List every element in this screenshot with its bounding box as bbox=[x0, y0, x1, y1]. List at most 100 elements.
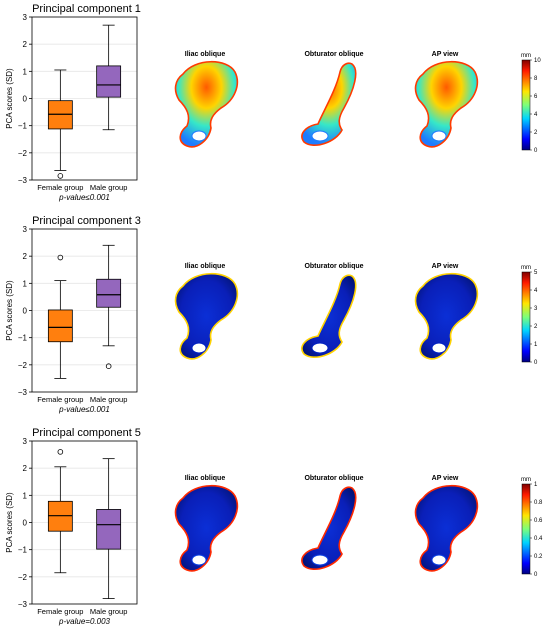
p-value-label: p-value≤0.001 bbox=[58, 405, 110, 414]
pelvis-bone bbox=[414, 273, 479, 360]
colorbar-tick-label: 10 bbox=[534, 58, 541, 64]
colorbar-tick-label: 2 bbox=[534, 130, 538, 136]
axes-frame bbox=[31, 16, 138, 181]
pelvis-bone bbox=[301, 62, 357, 146]
x-tick-label: Female group bbox=[37, 395, 83, 404]
obturator-foramen bbox=[431, 554, 447, 566]
box-iqr bbox=[47, 309, 73, 343]
view-title: Obturator oblique bbox=[304, 51, 363, 58]
colorbar-tick-label: 3 bbox=[534, 306, 538, 312]
x-tick-label: Female group bbox=[37, 607, 83, 616]
obturator-foramen bbox=[191, 342, 207, 354]
panel-title: Principal component 5 bbox=[32, 427, 141, 439]
colorbar-tick-label: 4 bbox=[534, 112, 538, 118]
pelvis-view-iliac-oblique: Iliac oblique bbox=[174, 475, 239, 572]
colorbar-tick-label: 1 bbox=[534, 342, 538, 348]
pelvis-bone bbox=[174, 485, 239, 572]
colorbar-tick-label: 1 bbox=[534, 482, 538, 488]
y-tick-label: −1 bbox=[18, 334, 28, 343]
y-tick-label: −3 bbox=[18, 176, 28, 185]
outlier-point bbox=[57, 449, 64, 455]
colorbar-gradient bbox=[521, 271, 531, 363]
box-male-group bbox=[96, 458, 122, 599]
pelvis-view-obturator-oblique: Obturator oblique bbox=[301, 263, 364, 358]
box-iqr bbox=[96, 278, 122, 308]
pelvis-bone bbox=[174, 273, 239, 360]
pelvis-view-obturator-oblique: Obturator oblique bbox=[301, 475, 364, 570]
obturator-foramen bbox=[311, 130, 329, 142]
panel-2: Principal component 3 3 2 1 0 −1 −2 −3 PCA score… bbox=[5, 215, 538, 414]
colorbar-tick-label: 8 bbox=[534, 76, 538, 82]
pelvis-view-obturator-oblique: Obturator oblique bbox=[301, 51, 364, 146]
pelvis-bone bbox=[174, 61, 239, 148]
y-tick-label: 3 bbox=[23, 13, 28, 22]
view-title: Obturator oblique bbox=[304, 475, 363, 482]
p-value-label: p-value≤0.001 bbox=[58, 193, 110, 202]
box-iqr bbox=[96, 65, 122, 98]
y-tick-label: 2 bbox=[23, 252, 28, 261]
x-tick-label: Male group bbox=[90, 183, 128, 192]
y-tick-label: 0 bbox=[23, 519, 28, 528]
view-title: AP view bbox=[432, 51, 459, 58]
colorbar-tick-label: 0 bbox=[534, 572, 538, 578]
outlier-point bbox=[57, 254, 64, 261]
pelvis-bone bbox=[414, 485, 479, 572]
axes-frame bbox=[31, 440, 138, 605]
obturator-foramen bbox=[431, 130, 447, 142]
colorbar-tick-label: 0.8 bbox=[534, 500, 543, 506]
colorbar-tick-label: 2 bbox=[534, 324, 538, 330]
pelvis-view-ap-view: AP view bbox=[414, 51, 479, 148]
pelvis-view-iliac-oblique: Iliac oblique bbox=[174, 51, 239, 148]
colorbar: mm5 4 3 2 1 0 bbox=[521, 265, 538, 366]
colorbar-tick-label: 5 bbox=[534, 270, 538, 276]
panel-title: Principal component 1 bbox=[32, 3, 141, 15]
colorbar-tick-label: 0.4 bbox=[534, 536, 543, 542]
box-male-group bbox=[96, 244, 122, 369]
pelvis-bone bbox=[301, 486, 357, 570]
x-tick-label: Female group bbox=[37, 183, 83, 192]
box-iqr bbox=[96, 509, 122, 550]
y-tick-label: −1 bbox=[18, 122, 28, 131]
obturator-foramen bbox=[431, 342, 447, 354]
y-tick-label: 0 bbox=[23, 307, 28, 316]
colorbar-tick-label: 6 bbox=[534, 94, 538, 100]
panel-title: Principal component 3 bbox=[32, 215, 141, 227]
view-title: AP view bbox=[432, 263, 459, 270]
box-female-group bbox=[47, 69, 73, 179]
x-tick-label: Male group bbox=[90, 395, 128, 404]
obturator-foramen bbox=[311, 554, 329, 566]
y-tick-label: 1 bbox=[23, 491, 28, 500]
colorbar-tick-label: 0.6 bbox=[534, 518, 543, 524]
view-title: Iliac oblique bbox=[185, 263, 226, 270]
y-tick-label: −2 bbox=[18, 149, 28, 158]
colorbar-unit-label: mm bbox=[521, 53, 531, 59]
y-tick-label: −2 bbox=[18, 361, 28, 370]
y-tick-label: 0 bbox=[23, 95, 28, 104]
box-female-group bbox=[47, 449, 73, 574]
y-tick-label: 2 bbox=[23, 40, 28, 49]
y-tick-label: −1 bbox=[18, 546, 28, 555]
obturator-foramen bbox=[191, 130, 207, 142]
pelvis-bone bbox=[414, 61, 479, 148]
view-title: Obturator oblique bbox=[304, 263, 363, 270]
view-title: AP view bbox=[432, 475, 459, 482]
y-tick-label: −2 bbox=[18, 573, 28, 582]
y-tick-label: −3 bbox=[18, 600, 28, 609]
colorbar-gradient bbox=[521, 483, 531, 575]
colorbar-tick-label: 0 bbox=[534, 148, 538, 154]
y-tick-label: 3 bbox=[23, 225, 28, 234]
p-value-label: p-value=0.003 bbox=[58, 617, 110, 626]
y-axis-label: PCA scores (SD) bbox=[5, 68, 14, 129]
y-tick-label: 1 bbox=[23, 67, 28, 76]
colorbar: mm1 0.8 0.6 0.4 0.2 0 bbox=[521, 477, 543, 578]
y-tick-label: 3 bbox=[23, 437, 28, 446]
box-male-group bbox=[96, 24, 122, 131]
y-tick-label: 1 bbox=[23, 279, 28, 288]
box-female-group bbox=[47, 254, 73, 379]
axes-frame bbox=[31, 228, 138, 393]
view-title: Iliac oblique bbox=[185, 475, 226, 482]
obturator-foramen bbox=[311, 342, 329, 354]
